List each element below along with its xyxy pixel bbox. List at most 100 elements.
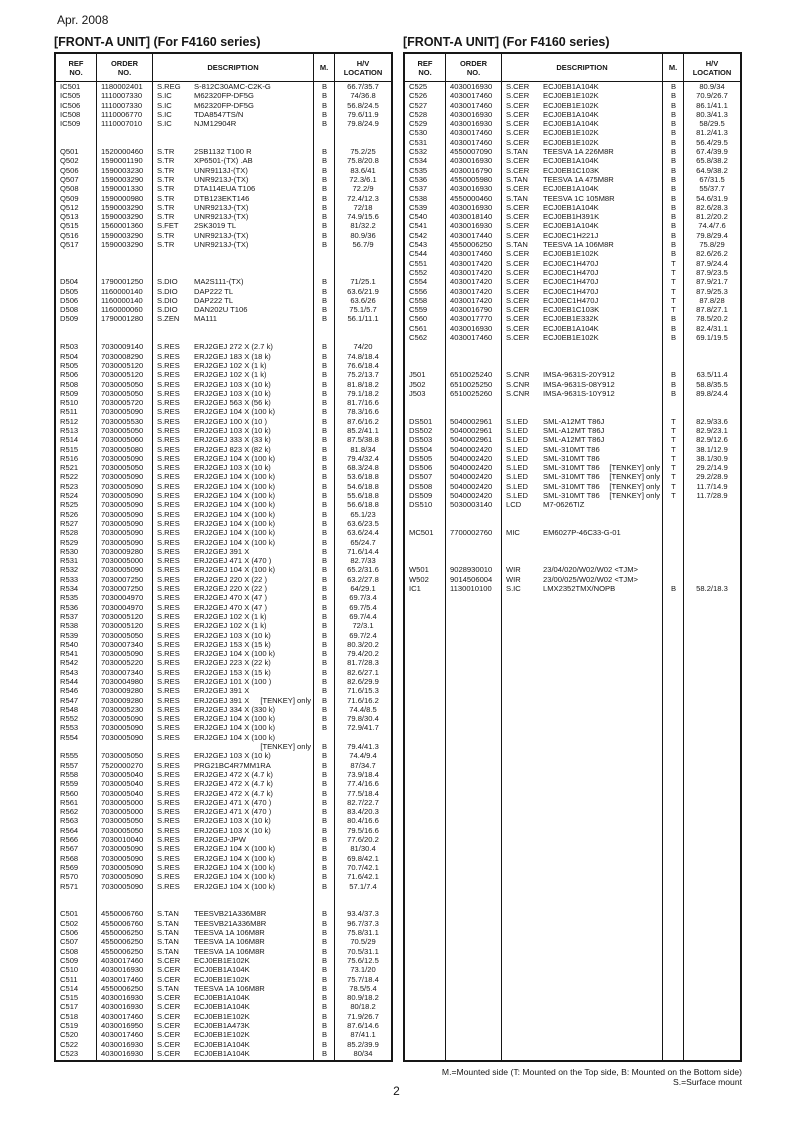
order-no-cell: 7030005000	[101, 797, 144, 807]
location-cell: 87.9/23.5	[696, 267, 728, 277]
table-body: C525 4030016930 S.CER ECJ0EB1A104K B 80.9/34 C…	[405, 82, 740, 1060]
part-name: ECJ0EC1H470J	[543, 286, 599, 296]
table-row: R569 7030005090 S.RES ERJ2GEJ 104 X (100 k)…	[56, 863, 391, 872]
order-no-cell: 4550007090	[450, 147, 493, 157]
ref-no-cell	[405, 407, 446, 416]
description-cell: S.TR DTB123EKT146	[153, 194, 314, 203]
order-no-cell	[446, 352, 502, 361]
part-name: ERJ2GEJ 104 X (100 k)	[194, 714, 276, 724]
part-name: ECJ0EB1A104K	[543, 221, 599, 231]
part-name: ECJ0EB1C103K	[543, 305, 600, 315]
location-cell: 29.2/28.9	[696, 472, 728, 482]
mounted-side-cell: T	[671, 435, 676, 445]
order-no-cell	[446, 407, 502, 416]
header-description: DESCRIPTION	[502, 54, 663, 81]
location-cell: 96.7/37.3	[347, 918, 379, 928]
description-cell: S.CER ECJ0EB1A104K	[502, 184, 663, 193]
description-cell	[153, 268, 314, 277]
mounted-side-cell: B	[670, 333, 677, 343]
order-no-cell: 7030005090	[101, 649, 144, 659]
part-type-label: S.TR	[157, 212, 175, 222]
description-cell: S.CER ECJ0EC1H470J	[502, 259, 663, 268]
mounted-side-cell: B	[321, 193, 328, 203]
ref-no-cell: R552	[60, 714, 79, 724]
ref-no-cell: C502	[60, 918, 79, 928]
table-row: D506 1160000140 S.DIO DAP222 TL B 63.6/26	[56, 296, 391, 305]
mounted-side-cell: B	[321, 695, 328, 705]
spacer-row	[56, 249, 391, 258]
location-cell: 73.1/20	[350, 965, 376, 975]
spacer-row	[56, 333, 391, 342]
description-cell: WIR 23/04/020/W02/W02 <TJM>	[502, 565, 663, 574]
mounted-side-cell: B	[321, 491, 328, 501]
part-name: ECJ0EB1E102K	[543, 128, 599, 138]
ref-no-cell: C510	[60, 965, 79, 975]
part-name: ERJ2GEJ 103 X (10 k)	[194, 379, 271, 389]
location-cell	[684, 575, 740, 584]
mounted-side-cell: B	[321, 305, 328, 315]
ref-no-cell: Q512	[60, 202, 79, 212]
description-cell: S.TAN TEESVA 1A 106M8R	[153, 984, 314, 993]
part-name: TEESVA 1A 226M8R	[543, 147, 614, 157]
table-row: R537 7030005120 S.RES ERJ2GEJ 102 X (1 k) B 6…	[56, 612, 391, 621]
part-type-label: S.ZEN	[157, 314, 180, 324]
ref-no-cell: C538	[409, 193, 428, 203]
part-name: 2SB1132 T100 R	[194, 147, 252, 157]
location-cell: 58.2/18.3	[696, 584, 728, 594]
column-divider-line	[96, 82, 97, 1060]
table-row: [TENKEY] only B 79.4/41.3	[56, 742, 391, 751]
description-cell: S.RES ERJ2GEJ 391 X	[153, 686, 314, 695]
part-type-label: S.RES	[157, 574, 180, 584]
part-name: DTB123EKT146	[194, 193, 250, 203]
ref-no-cell: R529	[60, 537, 79, 547]
ref-no-cell: C540	[409, 212, 428, 222]
table-row: R560 7030005040 S.RES ERJ2GEJ 472 X (4.7 k)…	[56, 789, 391, 798]
part-type-label: S.TAN	[157, 909, 179, 919]
location-cell	[684, 510, 740, 519]
table-row: R523 7030005090 S.RES ERJ2GEJ 104 X (100 k)…	[56, 482, 391, 491]
table-row: R561 7030005000 S.RES ERJ2GEJ 471 X (470 ) B…	[56, 798, 391, 807]
order-no-cell: 7030009140	[101, 342, 144, 352]
order-no-cell: 1590003290	[101, 240, 144, 250]
location-cell: 63.6/21.9	[347, 286, 379, 296]
order-no-cell: 7030005050	[101, 630, 144, 640]
mounted-side-cell: B	[321, 983, 328, 993]
description-cell: S.FET 2SK3019 TL	[153, 221, 314, 230]
mounted-side-cell: B	[321, 974, 328, 984]
description-cell: S.TAN TEESVA 1A 106M8R	[153, 947, 314, 956]
table-row: R542 7030005220 S.RES ERJ2GEJ 223 X (22 k) B…	[56, 658, 391, 667]
part-type-label: S.RES	[157, 825, 180, 835]
mounted-side-cell: B	[321, 398, 328, 408]
tenkey-note: [TENKEY] only	[609, 481, 660, 491]
ref-no-cell: R569	[60, 862, 79, 872]
ref-no-cell: C514	[60, 983, 79, 993]
description-cell: S.RES ERJ2GEJ 104 X (100 k)	[153, 714, 314, 723]
part-type-label: S.RES	[157, 723, 180, 733]
table-row: J501 6510025240 S.CNR IMSA-9631S-20Y912 B 63.…	[405, 370, 740, 379]
description-cell	[153, 138, 314, 147]
mounted-side-cell	[663, 547, 684, 556]
ref-no-cell	[56, 128, 97, 137]
description-cell: S.RES ERJ2GEJ 104 X (100 k)	[153, 491, 314, 500]
location-cell: 79.8/30.4	[347, 714, 379, 724]
order-no-cell: 7030005090	[101, 853, 144, 863]
part-type-label: S.RES	[157, 481, 180, 491]
description-cell: S.RES ERJ2GEJ 104 X (100 k)	[153, 872, 314, 881]
table-row: R536 7030004970 S.RES ERJ2GEJ 470 X (47 ) B 6…	[56, 603, 391, 612]
description-cell	[153, 249, 314, 258]
ref-no-cell: IC501	[60, 82, 81, 91]
ref-no-cell: R516	[60, 453, 79, 463]
location-cell	[335, 733, 391, 742]
mounted-side-cell	[663, 398, 684, 407]
mounted-side-cell: B	[670, 314, 677, 324]
order-no-cell: 7030005040	[101, 779, 144, 789]
table-row: C522 4030016930 S.CER ECJ0EB1A104K B 85.2/39.…	[56, 1040, 391, 1049]
order-no-cell: 7700002760	[450, 528, 493, 538]
part-name: ERJ2GEJ 104 X (100 k)	[194, 509, 276, 519]
header-mounted-side: M.	[314, 54, 335, 81]
ref-no-cell: Q502	[60, 156, 79, 166]
mounted-side-cell	[663, 352, 684, 361]
location-cell: 82.6/28.3	[696, 202, 728, 212]
description-cell: S.RES ERJ2GEJ 472 X (4.7 k)	[153, 770, 314, 779]
ref-no-cell: R528	[60, 528, 79, 538]
